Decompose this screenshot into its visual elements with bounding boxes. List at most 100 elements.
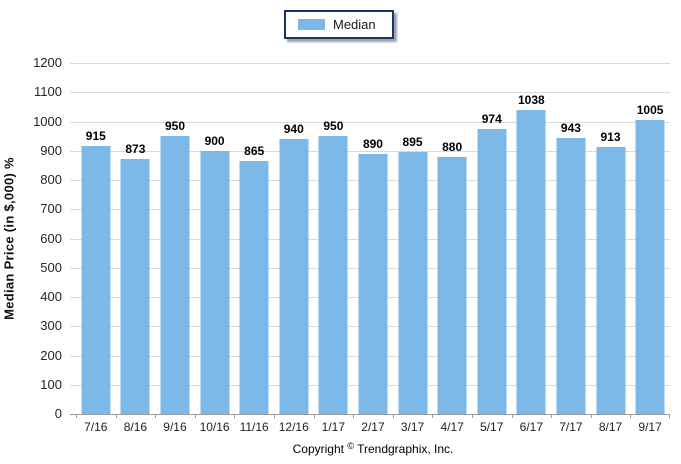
bar-slot-8/17: 913 [591, 63, 631, 414]
bar-value-9/17: 1005 [636, 103, 664, 118]
bar-slot-7/16: 915 [76, 63, 116, 414]
x-tick-label-9/16: 9/16 [163, 420, 187, 434]
bar-6/17 [516, 110, 546, 414]
x-tick-label-7/17: 7/17 [559, 420, 583, 434]
y-tick-label-900: 900 [40, 142, 62, 158]
bar-12/16 [279, 139, 309, 414]
x-tick-mark-12 [551, 414, 552, 418]
bar-value-1/17: 950 [323, 119, 344, 134]
gridline-1100 [70, 92, 670, 94]
bar-9/16 [160, 136, 190, 414]
x-tick-mark-8 [393, 414, 394, 418]
bar-slot-9/16: 950 [155, 63, 195, 414]
y-tick-label-600: 600 [40, 230, 62, 246]
x-tick-label-10/16: 10/16 [199, 420, 230, 434]
bar-value-2/17: 890 [362, 136, 383, 151]
bar-value-7/17: 943 [560, 121, 581, 136]
x-axis-tick-marks [76, 414, 670, 419]
bars-row: 915 873 950 900 865 940 950 890 895 880 974 1038 943… [76, 63, 670, 414]
bar-3/17 [398, 152, 428, 414]
x-tick-mark-11 [512, 414, 513, 418]
y-tick-label-500: 500 [40, 259, 62, 275]
bar-8/16 [120, 158, 150, 414]
y-tick-label-700: 700 [40, 201, 62, 217]
bar-5/17 [477, 129, 507, 414]
copyright-text: Copyright © Trendgraphix, Inc. [76, 441, 670, 456]
x-tick-mark-13 [591, 414, 592, 418]
bar-8/17 [596, 146, 626, 414]
bar-value-8/16: 873 [125, 141, 146, 156]
x-tick-mark-7 [353, 414, 354, 418]
bar-slot-12/16: 940 [274, 63, 314, 414]
y-tick-label-300: 300 [40, 318, 62, 334]
bar-value-5/17: 974 [481, 112, 502, 127]
bar-slot-10/16: 900 [195, 63, 235, 414]
x-tick-label-6/17: 6/17 [519, 420, 543, 434]
legend-label-median: Median [333, 17, 376, 32]
bar-slot-1/17: 950 [314, 63, 354, 414]
bar-slot-8/16: 873 [116, 63, 156, 414]
bar-slot-7/17: 943 [551, 63, 591, 414]
x-tick-mark-6 [314, 414, 315, 418]
legend-swatch-median [298, 19, 325, 30]
bar-slot-5/17: 974 [472, 63, 512, 414]
bar-slot-2/17: 890 [353, 63, 393, 414]
y-tick-label-100: 100 [40, 376, 62, 392]
x-axis-tick-labels: 7/16 8/16 9/16 10/16 11/16 12/16 1/17 2/17 3/17 4… [76, 420, 670, 434]
x-tick-mark-1 [116, 414, 117, 418]
bar-value-12/16: 940 [283, 122, 304, 137]
bar-value-4/17: 880 [442, 139, 463, 154]
y-axis-tick-labels: 0 100 200 300 400 500 600 700 800 900 1000 1100 1200 [0, 55, 62, 421]
x-tick-mark-2 [155, 414, 156, 418]
y-tick-label-1100: 1100 [34, 84, 62, 100]
x-axis-line [70, 414, 670, 415]
bar-slot-11/16: 865 [234, 63, 274, 414]
bar-value-7/16: 915 [85, 129, 106, 144]
y-tick-label-0: 0 [54, 406, 62, 421]
bar-slot-9/17: 1005 [630, 63, 670, 414]
x-tick-mark-10 [472, 414, 473, 418]
bar-2/17 [358, 153, 388, 414]
bar-7/17 [556, 138, 586, 414]
gridline-1200 [70, 63, 670, 64]
copyright-symbol: © [347, 441, 354, 451]
bar-9/17 [635, 120, 665, 414]
x-tick-mark-5 [274, 414, 275, 418]
bar-value-10/16: 900 [204, 133, 225, 148]
x-tick-label-5/17: 5/17 [480, 420, 504, 434]
bar-slot-3/17: 895 [393, 63, 433, 414]
bar-10/16 [200, 150, 230, 414]
y-tick-label-800: 800 [40, 172, 62, 187]
bar-value-6/17: 1038 [517, 93, 545, 108]
copyright-rest: Trendgraphix, Inc. [357, 442, 454, 456]
bar-7/16 [81, 146, 111, 414]
x-tick-mark-15 [669, 414, 670, 418]
x-tick-label-7/16: 7/16 [84, 420, 108, 434]
bar-value-9/16: 950 [164, 119, 185, 134]
legend: Median [284, 10, 394, 39]
x-tick-mark-4 [234, 414, 235, 418]
x-tick-mark-3 [195, 414, 196, 418]
x-tick-label-9/17: 9/17 [638, 420, 662, 434]
x-tick-label-3/17: 3/17 [400, 420, 425, 434]
bar-value-11/16: 865 [244, 144, 265, 158]
x-tick-label-1/17: 1/17 [321, 420, 346, 434]
y-tick-label-1000: 1000 [33, 113, 62, 129]
x-tick-mark-0 [76, 414, 77, 418]
bar-slot-6/17: 1038 [512, 63, 552, 414]
plot-area: 915 873 950 900 865 940 950 890 895 880 974 1038 943… [70, 63, 670, 415]
x-tick-label-12/16: 12/16 [278, 420, 309, 434]
bar-value-3/17: 895 [402, 135, 423, 150]
bar-1/17 [318, 136, 348, 414]
gridline-1000 [70, 121, 670, 123]
y-tick-label-400: 400 [40, 289, 62, 304]
x-tick-label-2/17: 2/17 [361, 420, 385, 434]
bar-slot-4/17: 880 [432, 63, 472, 414]
x-tick-label-11/16: 11/16 [239, 420, 269, 434]
y-tick-label-1200: 1200 [33, 55, 62, 70]
y-tick-label-200: 200 [40, 347, 62, 363]
bar-4/17 [437, 156, 467, 414]
x-tick-mark-9 [432, 414, 433, 418]
x-tick-label-8/17: 8/17 [598, 420, 623, 434]
